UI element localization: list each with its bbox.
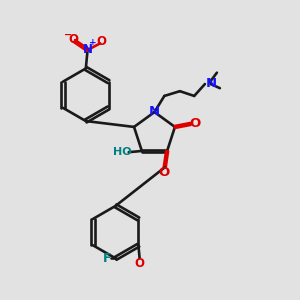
Text: +: + [89,38,97,47]
Text: O: O [96,35,106,48]
Text: O: O [189,117,201,130]
Text: −: − [64,30,72,40]
Text: F: F [103,252,111,265]
Text: HO: HO [113,147,132,157]
Text: O: O [68,33,78,46]
Text: N: N [206,77,217,90]
Text: N: N [82,44,93,56]
Text: N: N [149,105,160,118]
Text: O: O [135,257,145,270]
Text: O: O [158,166,170,179]
